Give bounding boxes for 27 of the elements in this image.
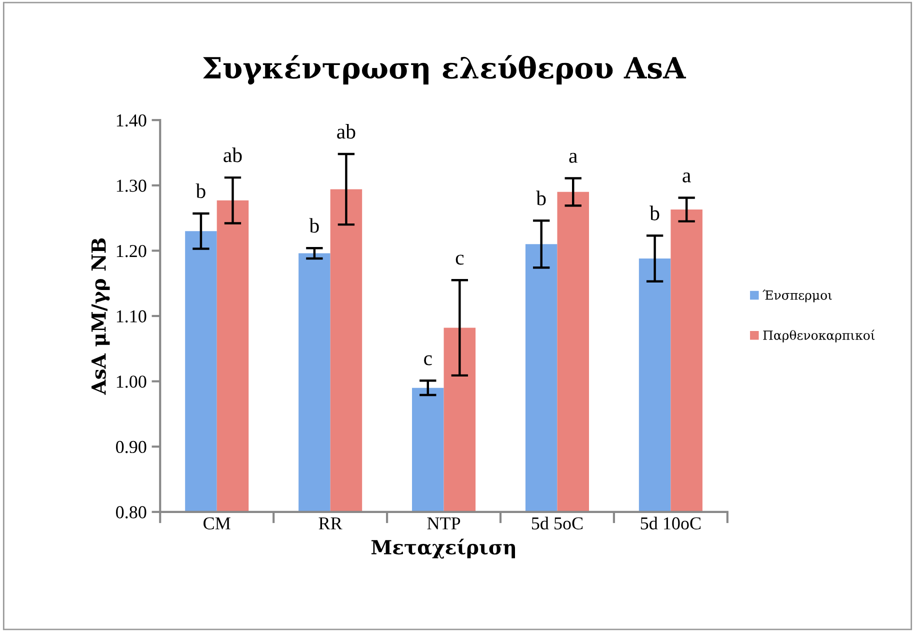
legend-label: Ένσπερμοι bbox=[762, 290, 832, 302]
data-label: b bbox=[196, 183, 206, 198]
x-tick-label: 5d 10oC bbox=[640, 516, 701, 530]
x-tick-label: RR bbox=[318, 517, 342, 530]
y-axis-title: AsA μM/γρ NB bbox=[92, 238, 110, 395]
data-label: ab bbox=[337, 124, 356, 139]
y-tick-label: 1.10 bbox=[116, 310, 146, 323]
x-axis-title: Μεταχείριση bbox=[371, 538, 515, 559]
data-label: b bbox=[309, 218, 319, 233]
data-label: ab bbox=[224, 148, 242, 162]
data-label: b bbox=[536, 190, 546, 206]
chart-title: Συγκέντρωση ελεύθερου AsA bbox=[203, 55, 686, 85]
x-tick-label: CM bbox=[204, 517, 230, 530]
y-tick-label: 1.40 bbox=[116, 114, 146, 127]
data-label: a bbox=[682, 172, 691, 182]
data-label: c bbox=[456, 254, 464, 265]
y-tick-label: 1.30 bbox=[116, 180, 146, 192]
y-tick-label: 1.20 bbox=[116, 244, 146, 258]
data-label: a bbox=[569, 152, 578, 163]
y-tick-label: 1.00 bbox=[116, 376, 146, 388]
x-tick-label: 5d 5oC bbox=[532, 516, 583, 530]
x-tick-label: NTP bbox=[427, 517, 460, 530]
y-tick-label: 0.80 bbox=[116, 506, 146, 518]
legend-label: Παρθενοκαρπικοί bbox=[763, 330, 875, 342]
data-label: b bbox=[650, 206, 660, 220]
y-tick-label: 0.90 bbox=[116, 440, 146, 454]
data-label: c bbox=[424, 355, 432, 366]
